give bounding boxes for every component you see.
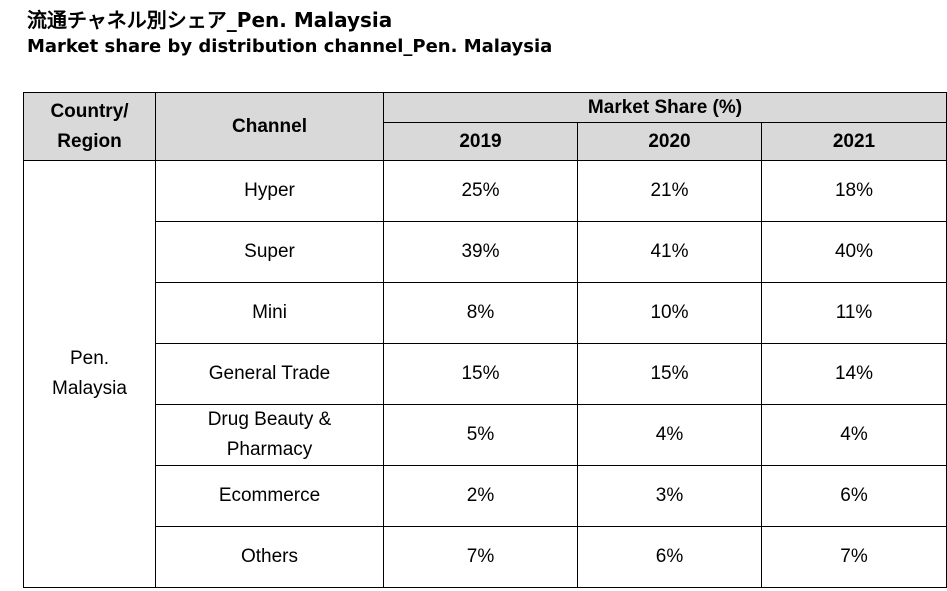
table-row: Ecommerce 2% 3% 6% [24, 465, 947, 527]
share-value-2020: 41% [577, 221, 762, 283]
table-row: Others 7% 6% 7% [24, 526, 947, 588]
share-value-2019: 39% [383, 221, 578, 283]
header-country-region: Country/Region [23, 92, 156, 161]
channel-cell: Ecommerce [155, 465, 384, 527]
channel-cell: Hyper [155, 160, 384, 222]
share-value-2020: 10% [577, 282, 762, 344]
table-row: Pen. Malaysia Hyper 25% 21% 18% [23, 160, 947, 588]
channel-cell: Others [155, 526, 384, 588]
market-share-table: Country/Region Channel Market Share (%) … [23, 92, 947, 588]
share-value-2021: 18% [760, 160, 947, 222]
table-row: General Trade 15% 15% 14% [24, 343, 947, 405]
share-value-2020: 6% [577, 526, 762, 588]
header-channel: Channel [155, 92, 384, 161]
share-value-2020: 15% [577, 343, 762, 405]
table-row: Drug Beauty & Pharmacy 5% 4% 4% [24, 404, 947, 466]
share-value-2021: 6% [760, 465, 947, 527]
share-value-2019: 2% [383, 465, 578, 527]
table-row: Mini 8% 10% 11% [24, 282, 947, 344]
channel-cell: General Trade [155, 343, 384, 405]
page-title-english: Market share by distribution channel_Pen… [27, 36, 553, 57]
share-value-2019: 8% [383, 282, 578, 344]
header-market-share: Market Share (%) [382, 92, 947, 123]
share-value-2021: 40% [760, 221, 947, 283]
share-value-2019: 15% [383, 343, 578, 405]
share-value-2019: 25% [383, 160, 578, 222]
channel-cell: Mini [155, 282, 384, 344]
share-value-2021: 7% [760, 526, 947, 588]
region-cell: Pen. Malaysia [23, 160, 156, 588]
share-value-2019: 5% [383, 404, 578, 466]
share-value-2019: 7% [383, 526, 578, 588]
share-value-2020: 3% [577, 465, 762, 527]
share-value-2020: 21% [577, 160, 762, 222]
table-row: Super 39% 41% 40% [24, 221, 947, 283]
share-value-2020: 4% [577, 404, 762, 466]
header-year-2020: 2020 [577, 122, 762, 161]
share-value-2021: 14% [760, 343, 947, 405]
channel-cell: Super [155, 221, 384, 283]
share-value-2021: 11% [760, 282, 947, 344]
share-value-2021: 4% [760, 404, 947, 466]
channel-cell: Drug Beauty & Pharmacy [155, 404, 384, 466]
header-year-2019: 2019 [383, 122, 578, 161]
header-year-2021: 2021 [760, 122, 947, 161]
page-title-japanese: 流通チャネル別シェア_Pen. Malaysia [27, 8, 393, 32]
